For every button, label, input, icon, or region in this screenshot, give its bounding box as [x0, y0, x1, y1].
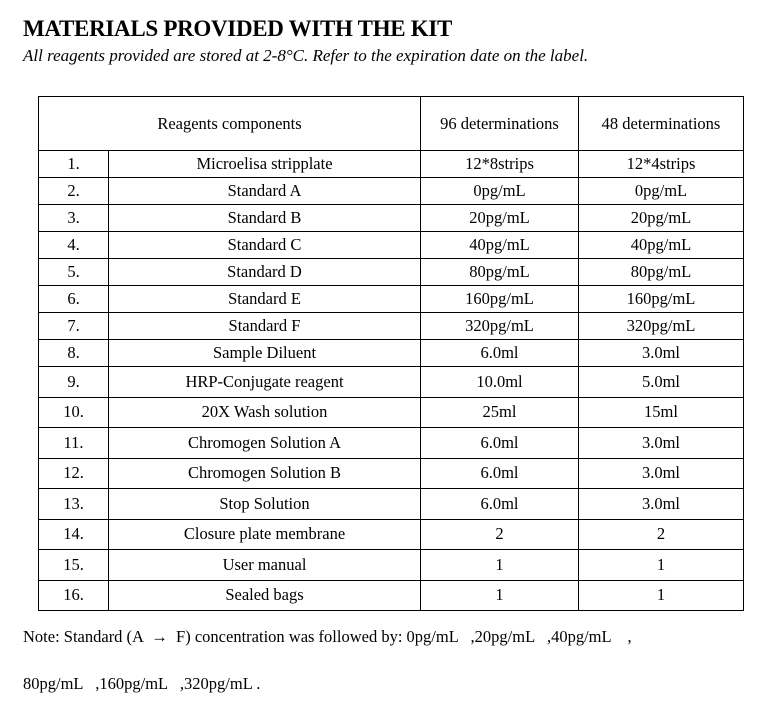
storage-subtitle: All reagents provided are stored at 2-8°…: [23, 46, 589, 65]
table-row: 11. Chromogen Solution A 6.0ml 3.0ml: [38, 427, 744, 459]
quantity-48: 5.0ml: [578, 366, 744, 398]
quantity-96: 1: [420, 579, 579, 611]
row-number: 13.: [38, 488, 109, 520]
table-row: 1. Microelisa stripplate 12*8strips 12*4str…: [38, 150, 744, 178]
table-row: 6. Standard E 160pg/mL 160pg/mL: [38, 285, 744, 313]
quantity-96: 1: [420, 549, 579, 581]
reagent-name: Sample Diluent: [108, 339, 421, 367]
reagent-name: HRP-Conjugate reagent: [108, 366, 421, 398]
quantity-96: 160pg/mL: [420, 285, 579, 313]
row-number: 15.: [38, 549, 109, 581]
table-header-row: Reagents components 96 determinations 48…: [38, 96, 744, 151]
section-title: MATERIALS PROVIDED WITH THE KIT: [23, 16, 453, 41]
quantity-96: 25ml: [420, 396, 579, 428]
quantity-96: 320pg/mL: [420, 312, 579, 340]
quantity-48: 12*4strips: [578, 150, 744, 178]
header-96-determinations: 96 determinations: [420, 96, 579, 151]
quantity-48: 1: [578, 579, 744, 611]
quantity-48: 3.0ml: [578, 457, 744, 489]
quantity-48: 3.0ml: [578, 427, 744, 459]
row-number: 14.: [38, 518, 109, 550]
quantity-48: 40pg/mL: [578, 231, 744, 259]
row-number: 16.: [38, 579, 109, 611]
table-row: 10. 20X Wash solution 25ml 15ml: [38, 396, 744, 428]
quantity-96: 12*8strips: [420, 150, 579, 178]
table-row: 3. Standard B 20pg/mL 20pg/mL: [38, 204, 744, 232]
table-row: 14. Closure plate membrane 2 2: [38, 518, 744, 550]
quantity-48: 1: [578, 549, 744, 581]
quantity-96: 6.0ml: [420, 457, 579, 489]
reagent-name: Closure plate membrane: [108, 518, 421, 550]
quantity-48: 320pg/mL: [578, 312, 744, 340]
row-number: 10.: [38, 396, 109, 428]
quantity-48: 0pg/mL: [578, 177, 744, 205]
reagent-name: Chromogen Solution A: [108, 427, 421, 459]
row-number: 12.: [38, 457, 109, 489]
table-row: 2. Standard A 0pg/mL 0pg/mL: [38, 177, 744, 205]
row-number: 7.: [38, 312, 109, 340]
table-row: 8. Sample Diluent 6.0ml 3.0ml: [38, 339, 744, 367]
quantity-48: 3.0ml: [578, 339, 744, 367]
quantity-48: 2: [578, 518, 744, 550]
reagent-name: Standard E: [108, 285, 421, 313]
reagent-name: Chromogen Solution B: [108, 457, 421, 489]
reagent-name: 20X Wash solution: [108, 396, 421, 428]
row-number: 6.: [38, 285, 109, 313]
table-row: 15. User manual 1 1: [38, 549, 744, 581]
reagent-name: Standard D: [108, 258, 421, 286]
quantity-48: 20pg/mL: [578, 204, 744, 232]
reagent-name: Standard F: [108, 312, 421, 340]
quantity-96: 6.0ml: [420, 339, 579, 367]
row-number: 5.: [38, 258, 109, 286]
quantity-96: 10.0ml: [420, 366, 579, 398]
quantity-96: 0pg/mL: [420, 177, 579, 205]
row-number: 9.: [38, 366, 109, 398]
table-row: 4. Standard C 40pg/mL 40pg/mL: [38, 231, 744, 259]
row-number: 3.: [38, 204, 109, 232]
table-row: 5. Standard D 80pg/mL 80pg/mL: [38, 258, 744, 286]
quantity-96: 2: [420, 518, 579, 550]
quantity-96: 20pg/mL: [420, 204, 579, 232]
table-row: 7. Standard F 320pg/mL 320pg/mL: [38, 312, 744, 340]
quantity-96: 40pg/mL: [420, 231, 579, 259]
header-reagents-components: Reagents components: [38, 96, 421, 151]
table-row: 9. HRP-Conjugate reagent 10.0ml 5.0ml: [38, 366, 744, 398]
reagent-name: Standard B: [108, 204, 421, 232]
row-number: 4.: [38, 231, 109, 259]
table-row: 16. Sealed bags 1 1: [38, 579, 744, 611]
row-number: 8.: [38, 339, 109, 367]
quantity-48: 80pg/mL: [578, 258, 744, 286]
reagent-name: Standard C: [108, 231, 421, 259]
reagent-name: Stop Solution: [108, 488, 421, 520]
reagent-name: Sealed bags: [108, 579, 421, 611]
quantity-96: 80pg/mL: [420, 258, 579, 286]
row-number: 11.: [38, 427, 109, 459]
note-line-2: 80pg/mL ,160pg/mL ,320pg/mL .: [23, 674, 261, 693]
quantity-96: 6.0ml: [420, 488, 579, 520]
quantity-48: 160pg/mL: [578, 285, 744, 313]
reagent-name: User manual: [108, 549, 421, 581]
row-number: 2.: [38, 177, 109, 205]
row-number: 1.: [38, 150, 109, 178]
table-row: 12. Chromogen Solution B 6.0ml 3.0ml: [38, 457, 744, 489]
quantity-48: 15ml: [578, 396, 744, 428]
quantity-96: 6.0ml: [420, 427, 579, 459]
reagent-name: Standard A: [108, 177, 421, 205]
materials-table: Reagents components 96 determinations 48…: [38, 96, 744, 611]
header-48-determinations: 48 determinations: [578, 96, 744, 151]
quantity-48: 3.0ml: [578, 488, 744, 520]
note-line-1: Note: Standard (A → F) concentration was…: [23, 627, 632, 646]
table-row: 13. Stop Solution 6.0ml 3.0ml: [38, 488, 744, 520]
reagent-name: Microelisa stripplate: [108, 150, 421, 178]
